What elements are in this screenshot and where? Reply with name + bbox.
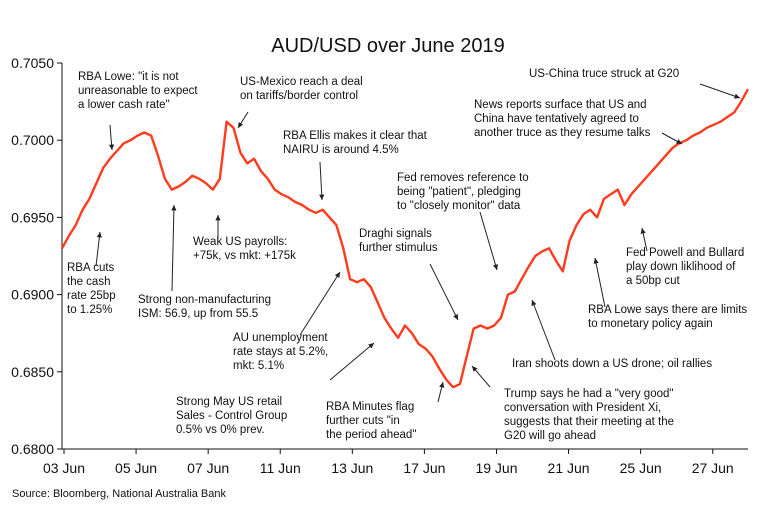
annotation-text: Strong non-manufacturing — [138, 294, 271, 306]
annotation-text: Fed Powell and Bullard — [626, 247, 744, 259]
annotation-text: to "closely monitor" data — [397, 200, 521, 212]
annotation-text: a 50bp cut — [626, 275, 681, 287]
x-tick-label: 17 Jun — [403, 460, 445, 476]
annotation-text: further stimulus — [359, 242, 438, 254]
annotation-text: Strong May US retail — [176, 396, 282, 408]
annotation-text: NAIRU is around 4.5% — [283, 144, 399, 156]
arrow-head — [439, 382, 445, 388]
arrow-head — [472, 366, 478, 372]
annotation-arrow — [329, 342, 375, 381]
annotation-text: News reports surface that US and — [474, 99, 647, 111]
annotation-text: rate stays at 5.2%, — [233, 346, 328, 358]
y-tick-label: 0.7050 — [11, 55, 54, 71]
x-tick-label: 27 Jun — [692, 460, 734, 476]
arrow-head — [593, 258, 599, 264]
annotation-text: China have tentatively agreed to — [474, 113, 639, 125]
annotation-text: mkt: 5.1% — [233, 360, 284, 372]
annotation-text: unreasonable to expect — [78, 85, 198, 97]
arrow-head — [676, 139, 682, 144]
arrow-head — [492, 264, 498, 270]
annotation-text: Weak US payrolls: — [193, 236, 287, 248]
annotation-text: rate 25bp — [67, 290, 116, 302]
x-tick-label: 11 Jun — [260, 460, 301, 476]
annotation-text: AU unemployment — [233, 332, 328, 344]
annotation-text: RBA cuts — [67, 262, 115, 274]
arrow-head — [334, 272, 340, 278]
x-tick-label: 03 Jun — [43, 460, 85, 476]
y-tick-label: 0.6850 — [11, 364, 54, 380]
y-tick-label: 0.6900 — [11, 287, 54, 303]
x-tick-label: 07 Jun — [187, 460, 229, 476]
annotation-text: Fed removes reference to — [397, 172, 529, 184]
arrow-head — [368, 343, 374, 349]
annotation-text: a lower cash rate" — [78, 99, 170, 111]
arrow-head — [238, 122, 244, 128]
annotation-text: conversation with President Xi, — [504, 402, 661, 414]
annotation-text: play down liklihood of — [626, 261, 736, 273]
annotation-text: the period ahead" — [326, 429, 416, 441]
x-tick-label: 25 Jun — [620, 460, 662, 476]
annotation-text: G20 will go ahead — [504, 430, 596, 442]
annotation-text: another truce as they resume talks — [474, 127, 651, 139]
annotation-text: +75k, vs mkt: +175k — [193, 250, 296, 262]
annotation-arrow — [299, 271, 341, 336]
annotation-arrow — [699, 83, 741, 99]
annotation-arrow — [95, 231, 101, 267]
annotation-text: Sales - Control Group — [176, 410, 287, 422]
annotation-text: to monetary policy again — [588, 318, 713, 330]
series-line — [60, 88, 750, 389]
x-tick-label: 05 Jun — [115, 460, 157, 476]
chart-title: AUD/USD over June 2019 — [271, 35, 504, 57]
arrow-head — [640, 228, 646, 234]
arrow-head — [96, 232, 102, 238]
annotation-text: the cash — [67, 276, 110, 288]
source-note: Source: Bloomberg, National Australia Ba… — [12, 488, 227, 500]
annotation-text: RBA Ellis makes it clear that — [283, 130, 428, 142]
annotation-arrow — [319, 161, 323, 201]
arrow-head — [453, 314, 458, 320]
arrow-head — [108, 144, 115, 150]
annotation-text: on tariffs/border control — [240, 90, 358, 102]
x-tick-label: 19 Jun — [475, 460, 517, 476]
annotation-arrow — [479, 211, 498, 271]
annotation-arrow — [531, 299, 556, 361]
arrow-head — [734, 93, 740, 99]
annotation-text: being "patient", pledging — [397, 186, 521, 198]
annotation-text: further cuts "in — [326, 415, 400, 427]
arrow-head — [531, 300, 537, 306]
annotation-text: US-China truce struck at G20 — [529, 68, 679, 80]
y-tick-label: 0.6800 — [11, 441, 54, 457]
x-tick-label: 13 Jun — [331, 460, 373, 476]
annotation-text: to 1.25% — [67, 304, 112, 316]
annotation-text: 0.5% vs 0% prev. — [176, 424, 265, 436]
annotation-arrow — [594, 257, 606, 308]
annotation-text: suggests that their meeting at the — [504, 416, 674, 428]
annotation-text: RBA Lowe says there are limits — [588, 304, 747, 316]
arrow-head — [215, 215, 221, 221]
annotation-arrow — [429, 263, 459, 321]
annotation-text: Trump says he had a "very good" — [504, 388, 673, 400]
y-tick-label: 0.7000 — [11, 132, 54, 148]
annotation-text: Draghi signals — [359, 228, 432, 240]
annotation-arrow — [171, 204, 175, 292]
annotation-text: ISM: 56.9, up from 55.5 — [138, 308, 258, 320]
annotation-text: Iran shoots down a US drone; oil rallies — [512, 358, 712, 370]
annotation-text: US-Mexico reach a deal — [240, 76, 363, 88]
x-tick-label: 21 Jun — [548, 460, 590, 476]
arrow-head — [171, 205, 177, 211]
annotation-text: RBA Lowe: "it is not — [78, 71, 179, 83]
y-tick-label: 0.6950 — [11, 209, 54, 225]
annotation-text: RBA Minutes flag — [326, 401, 414, 413]
arrow-head — [319, 194, 325, 200]
